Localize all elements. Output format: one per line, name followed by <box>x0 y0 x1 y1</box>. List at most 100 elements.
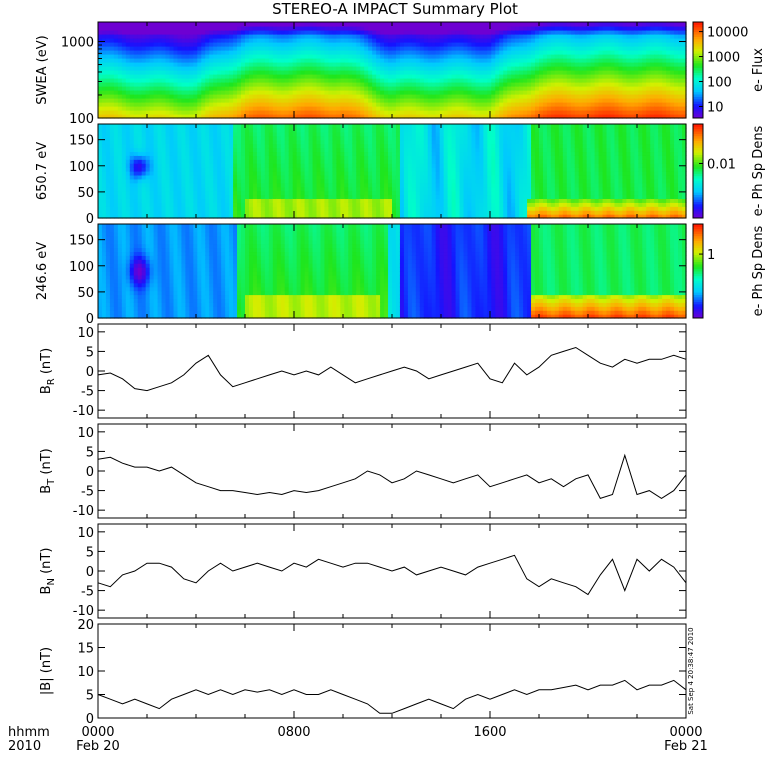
spectrogram-cell <box>312 42 318 47</box>
spectrogram-cell <box>431 94 437 99</box>
spectrogram-cell <box>435 74 441 79</box>
spectrogram-cell <box>308 94 314 99</box>
spectrogram-cell <box>570 30 576 35</box>
spectrogram-cell <box>487 46 492 51</box>
spectrogram-cell <box>626 86 631 91</box>
spectrogram-cell <box>121 151 127 156</box>
spectrogram-cell <box>165 135 171 141</box>
spectrogram-cell <box>276 131 282 137</box>
spectrogram-cell <box>288 174 294 180</box>
spectrogram-cell <box>320 98 326 103</box>
spectrogram-cell <box>360 74 365 79</box>
spectrogram-cell <box>562 98 568 103</box>
spectrogram-cell <box>423 46 429 51</box>
spectrogram-cell <box>566 70 572 75</box>
spectrogram-cell <box>419 46 425 51</box>
spectrogram-cell <box>447 34 453 39</box>
spectrogram-cell <box>117 135 123 141</box>
spectrogram-cell <box>125 214 131 219</box>
spectrogram-cell <box>113 78 119 83</box>
spectrogram-cell <box>268 210 274 215</box>
spectrogram-cell <box>646 94 651 99</box>
spectrogram-cell <box>499 86 504 91</box>
spectrogram-cell <box>411 94 417 99</box>
spectrogram-cell <box>654 42 659 47</box>
spectrogram-cell <box>352 54 357 59</box>
spectrogram-cell <box>328 127 333 133</box>
spectrogram-cell <box>439 82 445 87</box>
spectrogram-cell <box>380 58 385 63</box>
spectrogram-cell <box>260 155 266 160</box>
spectrogram-cell <box>101 194 107 200</box>
spectrogram-cell <box>233 210 238 215</box>
spectrogram-cell <box>372 70 377 75</box>
spectrogram-cell <box>177 106 183 111</box>
spectrogram-cell <box>125 182 131 188</box>
spectrogram-cell <box>109 210 115 215</box>
spectrogram-cell <box>670 78 675 83</box>
spectrogram-cell <box>459 26 465 31</box>
spectrogram-cell <box>225 66 230 71</box>
spectrogram-cell <box>173 62 179 67</box>
spectrogram-cell <box>101 102 107 107</box>
spectrogram-cell <box>360 114 365 119</box>
spectrogram-cell <box>503 86 508 91</box>
spectrogram-cell <box>431 90 437 95</box>
spectrogram-cell <box>248 78 254 83</box>
spectrogram-cell <box>570 102 576 107</box>
spectrogram-cell <box>344 70 349 75</box>
spectrogram-cell <box>145 54 151 59</box>
spectrogram-cell <box>503 62 508 67</box>
spectrogram-cell <box>280 206 286 211</box>
spectrogram-cell <box>598 38 604 43</box>
spectrogram-cell <box>248 178 254 184</box>
spectrogram-cell <box>245 38 250 43</box>
spectrogram-cell <box>356 42 361 47</box>
spectrogram-cell <box>356 26 361 31</box>
spectrogram-cell <box>197 26 202 31</box>
spectrogram-cell <box>554 70 560 75</box>
spectrogram-cell <box>248 163 254 168</box>
spectrogram-cell <box>344 90 349 95</box>
spectrogram-cell <box>101 124 107 129</box>
spectrogram-cell <box>217 38 222 43</box>
spectrogram-cell <box>336 50 341 55</box>
spectrogram-cell <box>105 98 111 103</box>
spectrogram-cell <box>105 66 111 71</box>
spectrogram-cell <box>658 82 663 87</box>
spectrogram-cell <box>197 58 202 63</box>
spectrogram-cell <box>662 98 667 103</box>
spectrogram-cell <box>237 86 242 91</box>
spectrogram-cell <box>332 54 337 59</box>
spectrogram-cell <box>499 66 504 71</box>
spectrogram-cell <box>312 34 318 39</box>
spectrogram-cell <box>153 124 159 129</box>
spectrogram-cell <box>602 50 608 55</box>
spectrogram-cell <box>511 26 516 31</box>
spectrogram-cell <box>324 202 330 207</box>
spectrogram-cell <box>296 131 302 137</box>
spectrogram-cell <box>582 30 588 35</box>
spectrogram-cell <box>574 42 580 47</box>
spectrogram-cell <box>221 127 226 133</box>
spectrogram-cell <box>578 114 584 119</box>
spectrogram-cell <box>606 102 612 107</box>
spectrogram-cell <box>423 90 429 95</box>
spectrogram-cell <box>324 66 330 71</box>
spectrogram-cell <box>606 50 612 55</box>
spectrogram-cell <box>98 82 103 87</box>
spectrogram-cell <box>332 90 337 95</box>
spectrogram-cell <box>447 70 453 75</box>
spectrogram-cell <box>173 131 179 137</box>
spectrogram-cell <box>471 94 477 99</box>
spectrogram-cell <box>296 167 302 172</box>
spectrogram-cell <box>113 46 119 51</box>
spectrogram-cell <box>578 62 584 67</box>
spectrogram-cell <box>105 30 111 35</box>
spectrogram-cell <box>344 50 349 55</box>
spectrogram-cell <box>121 98 127 103</box>
spectrogram-cell <box>352 62 357 67</box>
spectrogram-cell <box>177 78 183 83</box>
spectrogram-cell <box>217 50 222 55</box>
spectrogram-cell <box>129 38 135 43</box>
